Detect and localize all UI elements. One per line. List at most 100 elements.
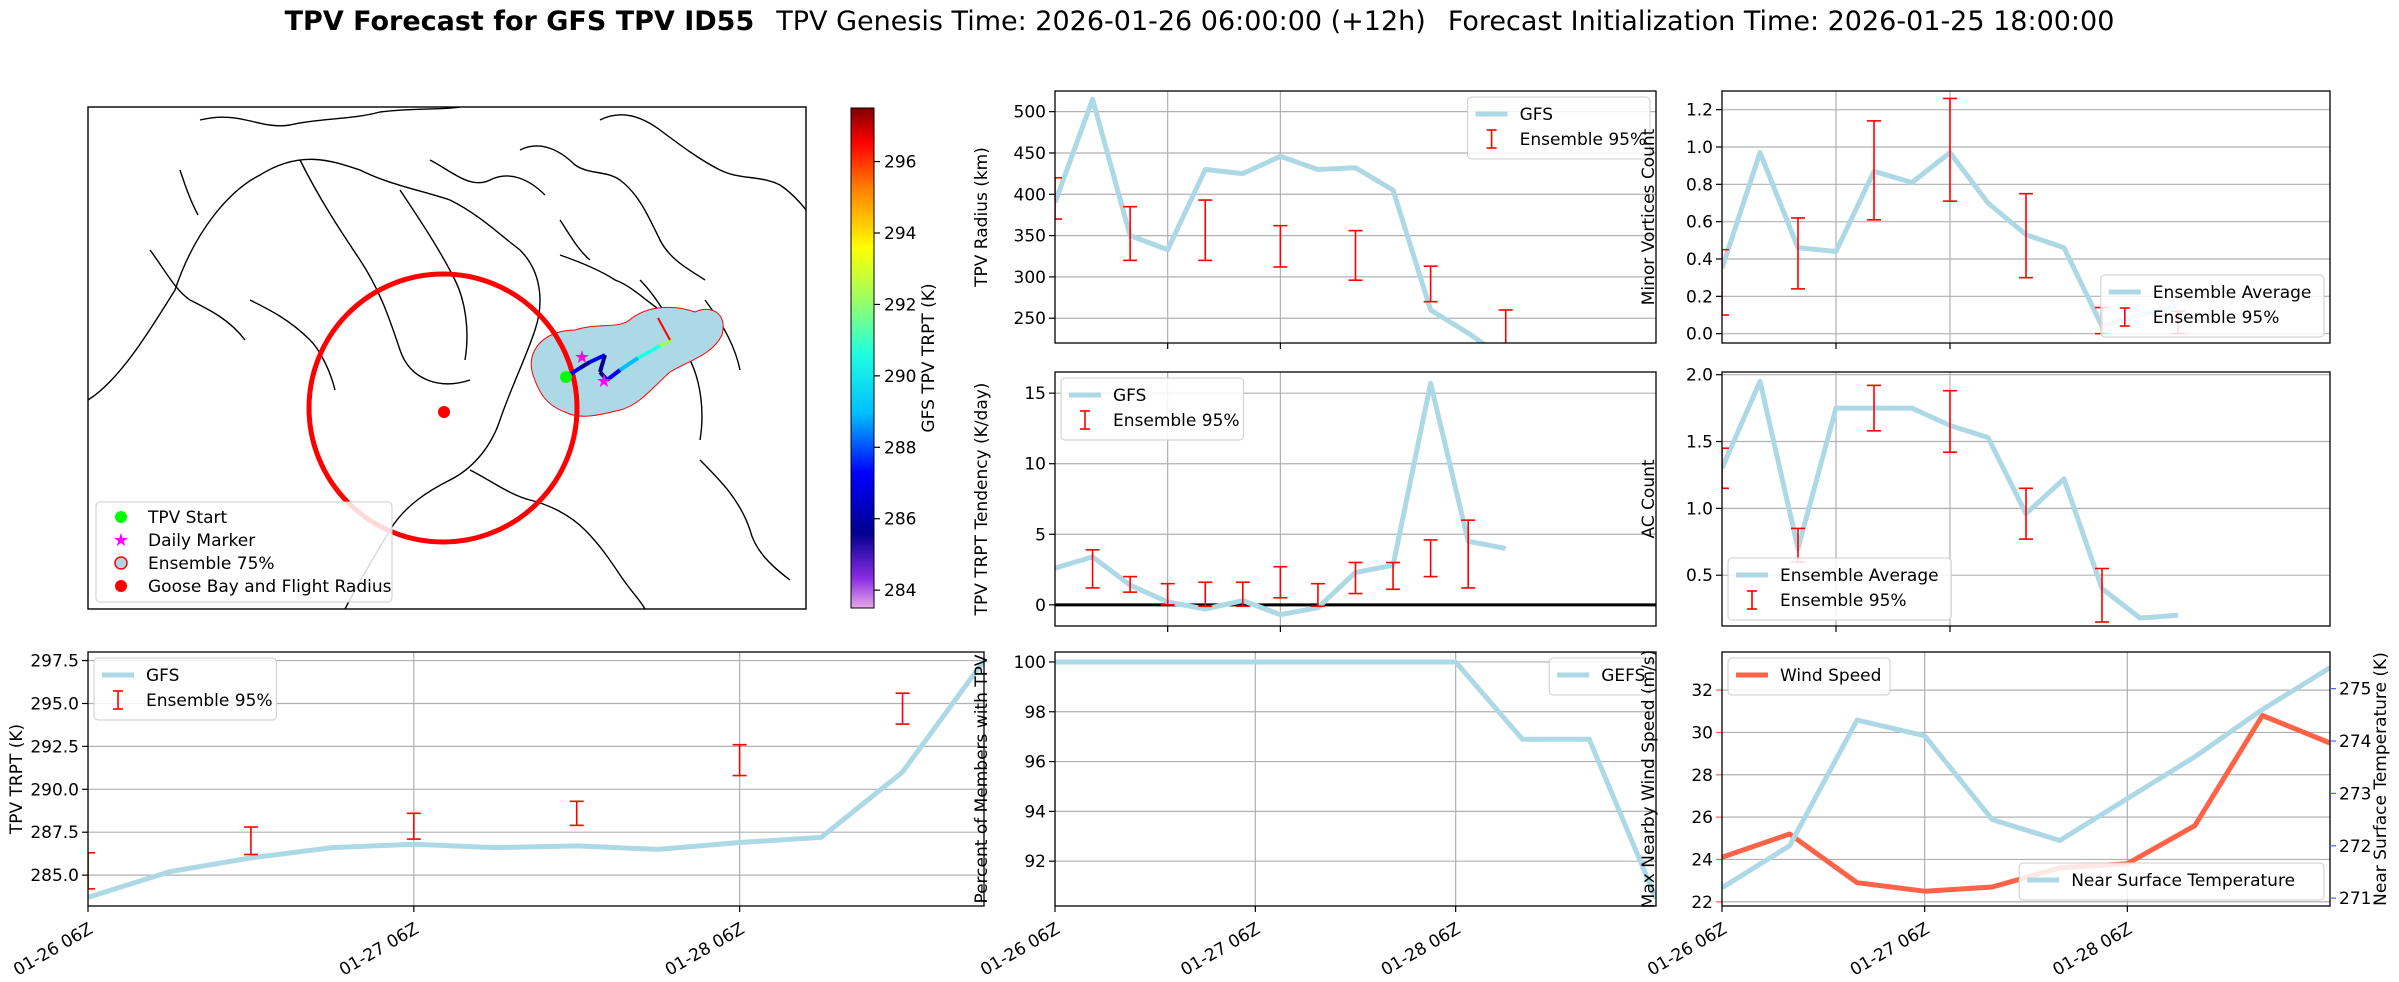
errorbar xyxy=(1348,229,1363,282)
tpv-start-marker xyxy=(560,371,572,383)
errorbar xyxy=(1123,205,1138,262)
ytick-label-trpt: 297.5 xyxy=(30,652,79,672)
errorbar xyxy=(1123,575,1138,593)
legend-errorbar-swatch xyxy=(1486,129,1497,149)
ytick-label-tendency: 15 xyxy=(1024,384,1046,404)
errorbar xyxy=(1461,519,1476,589)
errorbar xyxy=(1055,176,1062,220)
xtick-label-wind_temp: 01-28 06Z xyxy=(2050,919,2136,980)
colorbar-label: GFS TPV TRPT (K) xyxy=(919,283,939,432)
errorbar xyxy=(1198,199,1213,262)
plot-area-percent xyxy=(1055,652,1656,906)
legend-errorbar-swatch xyxy=(2119,307,2130,327)
legend-tpv-start: TPV Start xyxy=(147,508,228,528)
ytick-label-wind_temp: 32 xyxy=(1691,681,1713,701)
colorbar-tick-label: 290 xyxy=(884,367,916,387)
ytick-label-minor: 1.2 xyxy=(1686,101,1713,121)
legend-percent: GEFS xyxy=(1548,657,1651,696)
ytick-label-trpt: 287.5 xyxy=(30,823,79,843)
colorbar-tick-label: 286 xyxy=(884,510,916,530)
plot-area-tendency xyxy=(1055,372,1656,626)
legend-goose-bay-marker xyxy=(115,580,127,592)
legend-label: Ensemble 95% xyxy=(2153,308,2280,328)
ytick-right-label: 272 xyxy=(2339,837,2371,857)
xtick-label-percent: 01-28 06Z xyxy=(1378,919,1464,980)
errorbar xyxy=(1943,97,1957,202)
legend-ensemble75-marker xyxy=(114,556,128,570)
axes-frame xyxy=(1721,371,2331,627)
errorbar xyxy=(1273,565,1288,599)
legend-label: Near Surface Temperature xyxy=(2071,871,2295,891)
ylabel-trpt: TPV TRPT (K) xyxy=(7,724,27,835)
series-line-gfs xyxy=(88,659,984,900)
errorbar xyxy=(1198,581,1213,608)
errorbar xyxy=(1386,561,1401,591)
ytick-right-label: 275 xyxy=(2339,680,2371,700)
ytick-label-percent: 92 xyxy=(1024,852,1046,872)
errorbar xyxy=(2095,567,2109,623)
series-line-gefs xyxy=(1055,659,1656,900)
ytick-label-ac: 1.0 xyxy=(1686,499,1713,519)
colorbar-tick-label: 296 xyxy=(884,153,916,173)
legend-tpv-start-marker xyxy=(115,511,127,523)
plot-area-trpt xyxy=(88,652,984,906)
legend-ensemble75: Ensemble 75% xyxy=(148,554,275,574)
legend-label: Ensemble Average xyxy=(1780,566,1939,586)
legend-ac: Ensemble Average Ensemble 95% xyxy=(1727,557,1952,621)
ytick-label-ac: 2.0 xyxy=(1686,366,1713,386)
title-init: Forecast Initialization Time: 2026-01-25… xyxy=(1447,6,2115,37)
panel-percent: 92 94 96 98 100 01-26 06Z 01-27 06Z 01-28 06Z Pe… xyxy=(972,651,1657,980)
legend-daily-marker-icon: ★ xyxy=(113,530,129,551)
legend-errorbar-swatch xyxy=(1080,410,1090,430)
ytick-label-radius: 300 xyxy=(1014,268,1046,288)
errorbar xyxy=(1235,581,1250,608)
errorbar xyxy=(1791,217,1805,290)
ytick-label-radius: 450 xyxy=(1014,144,1046,164)
legend-label: GEFS xyxy=(1601,666,1645,686)
goose-bay-marker xyxy=(438,406,450,418)
legend-errorbar-swatch xyxy=(1747,590,1757,610)
xtick-label-percent: 01-26 06Z xyxy=(977,919,1063,980)
legend-label: Ensemble 95% xyxy=(1113,411,1240,431)
legend-label: Ensemble 95% xyxy=(1780,591,1907,611)
xtick-label-trpt: 01-28 06Z xyxy=(662,919,748,980)
ytick-right-label: 273 xyxy=(2339,784,2371,804)
legend-label: Ensemble Average xyxy=(2153,283,2312,303)
ytick-label-minor: 0.8 xyxy=(1686,175,1713,195)
ytick-label-minor: 0.2 xyxy=(1686,287,1713,307)
errorbar xyxy=(1273,224,1288,268)
legend-label: Wind Speed xyxy=(1780,666,1881,686)
ytick-right-label: 274 xyxy=(2339,732,2371,752)
errorbar xyxy=(1085,548,1100,589)
colorbar-tick-label: 284 xyxy=(884,581,916,601)
panel-minor: 0.0 0.2 0.4 0.6 0.8 1.0 1.2 Minor Vortices Coun… xyxy=(1639,90,2331,349)
axes-frame xyxy=(87,651,985,907)
ytick-label-percent: 96 xyxy=(1024,753,1046,773)
ytick-label-wind_temp: 30 xyxy=(1691,723,1713,743)
daily-marker-1: ★ xyxy=(574,347,590,368)
ytick-label-minor: 0.0 xyxy=(1686,325,1713,345)
ylabel-minor: Minor Vortices Count xyxy=(1639,128,1659,305)
errorbar xyxy=(88,851,95,890)
map-legend: TPV Start ★ Daily Marker Ensemble 75% Go… xyxy=(95,501,393,603)
daily-marker-2: ★ xyxy=(596,371,612,392)
errorbar xyxy=(732,743,747,777)
ylabel-wind_temp: Max Nearby Wind Speed (m/s) xyxy=(1639,650,1659,909)
ytick-label-wind_temp: 28 xyxy=(1691,766,1713,786)
axes-frame xyxy=(1054,651,1657,907)
ytick-label-radius: 350 xyxy=(1014,227,1046,247)
ytick-label-radius: 500 xyxy=(1014,103,1046,123)
legend-label: GFS xyxy=(1520,105,1553,125)
panel-trpt: 285.0 287.5 290.0 292.5 295.0 297.5 01-26 06Z 0… xyxy=(7,651,985,980)
colorbar-tick-label: 288 xyxy=(884,438,916,458)
colorbar-tick-label: 292 xyxy=(884,295,916,315)
colorbar-tick-label: 294 xyxy=(884,224,916,244)
errorbar xyxy=(2019,487,2033,540)
ytick-label-percent: 98 xyxy=(1024,703,1046,723)
ytick-label-tendency: 5 xyxy=(1035,525,1046,545)
ensemble-75-shape xyxy=(530,306,724,417)
errorbar xyxy=(1310,582,1325,608)
ylabel-percent: Percent of Members with TPV xyxy=(972,654,992,903)
axes-frame xyxy=(1054,90,1657,344)
